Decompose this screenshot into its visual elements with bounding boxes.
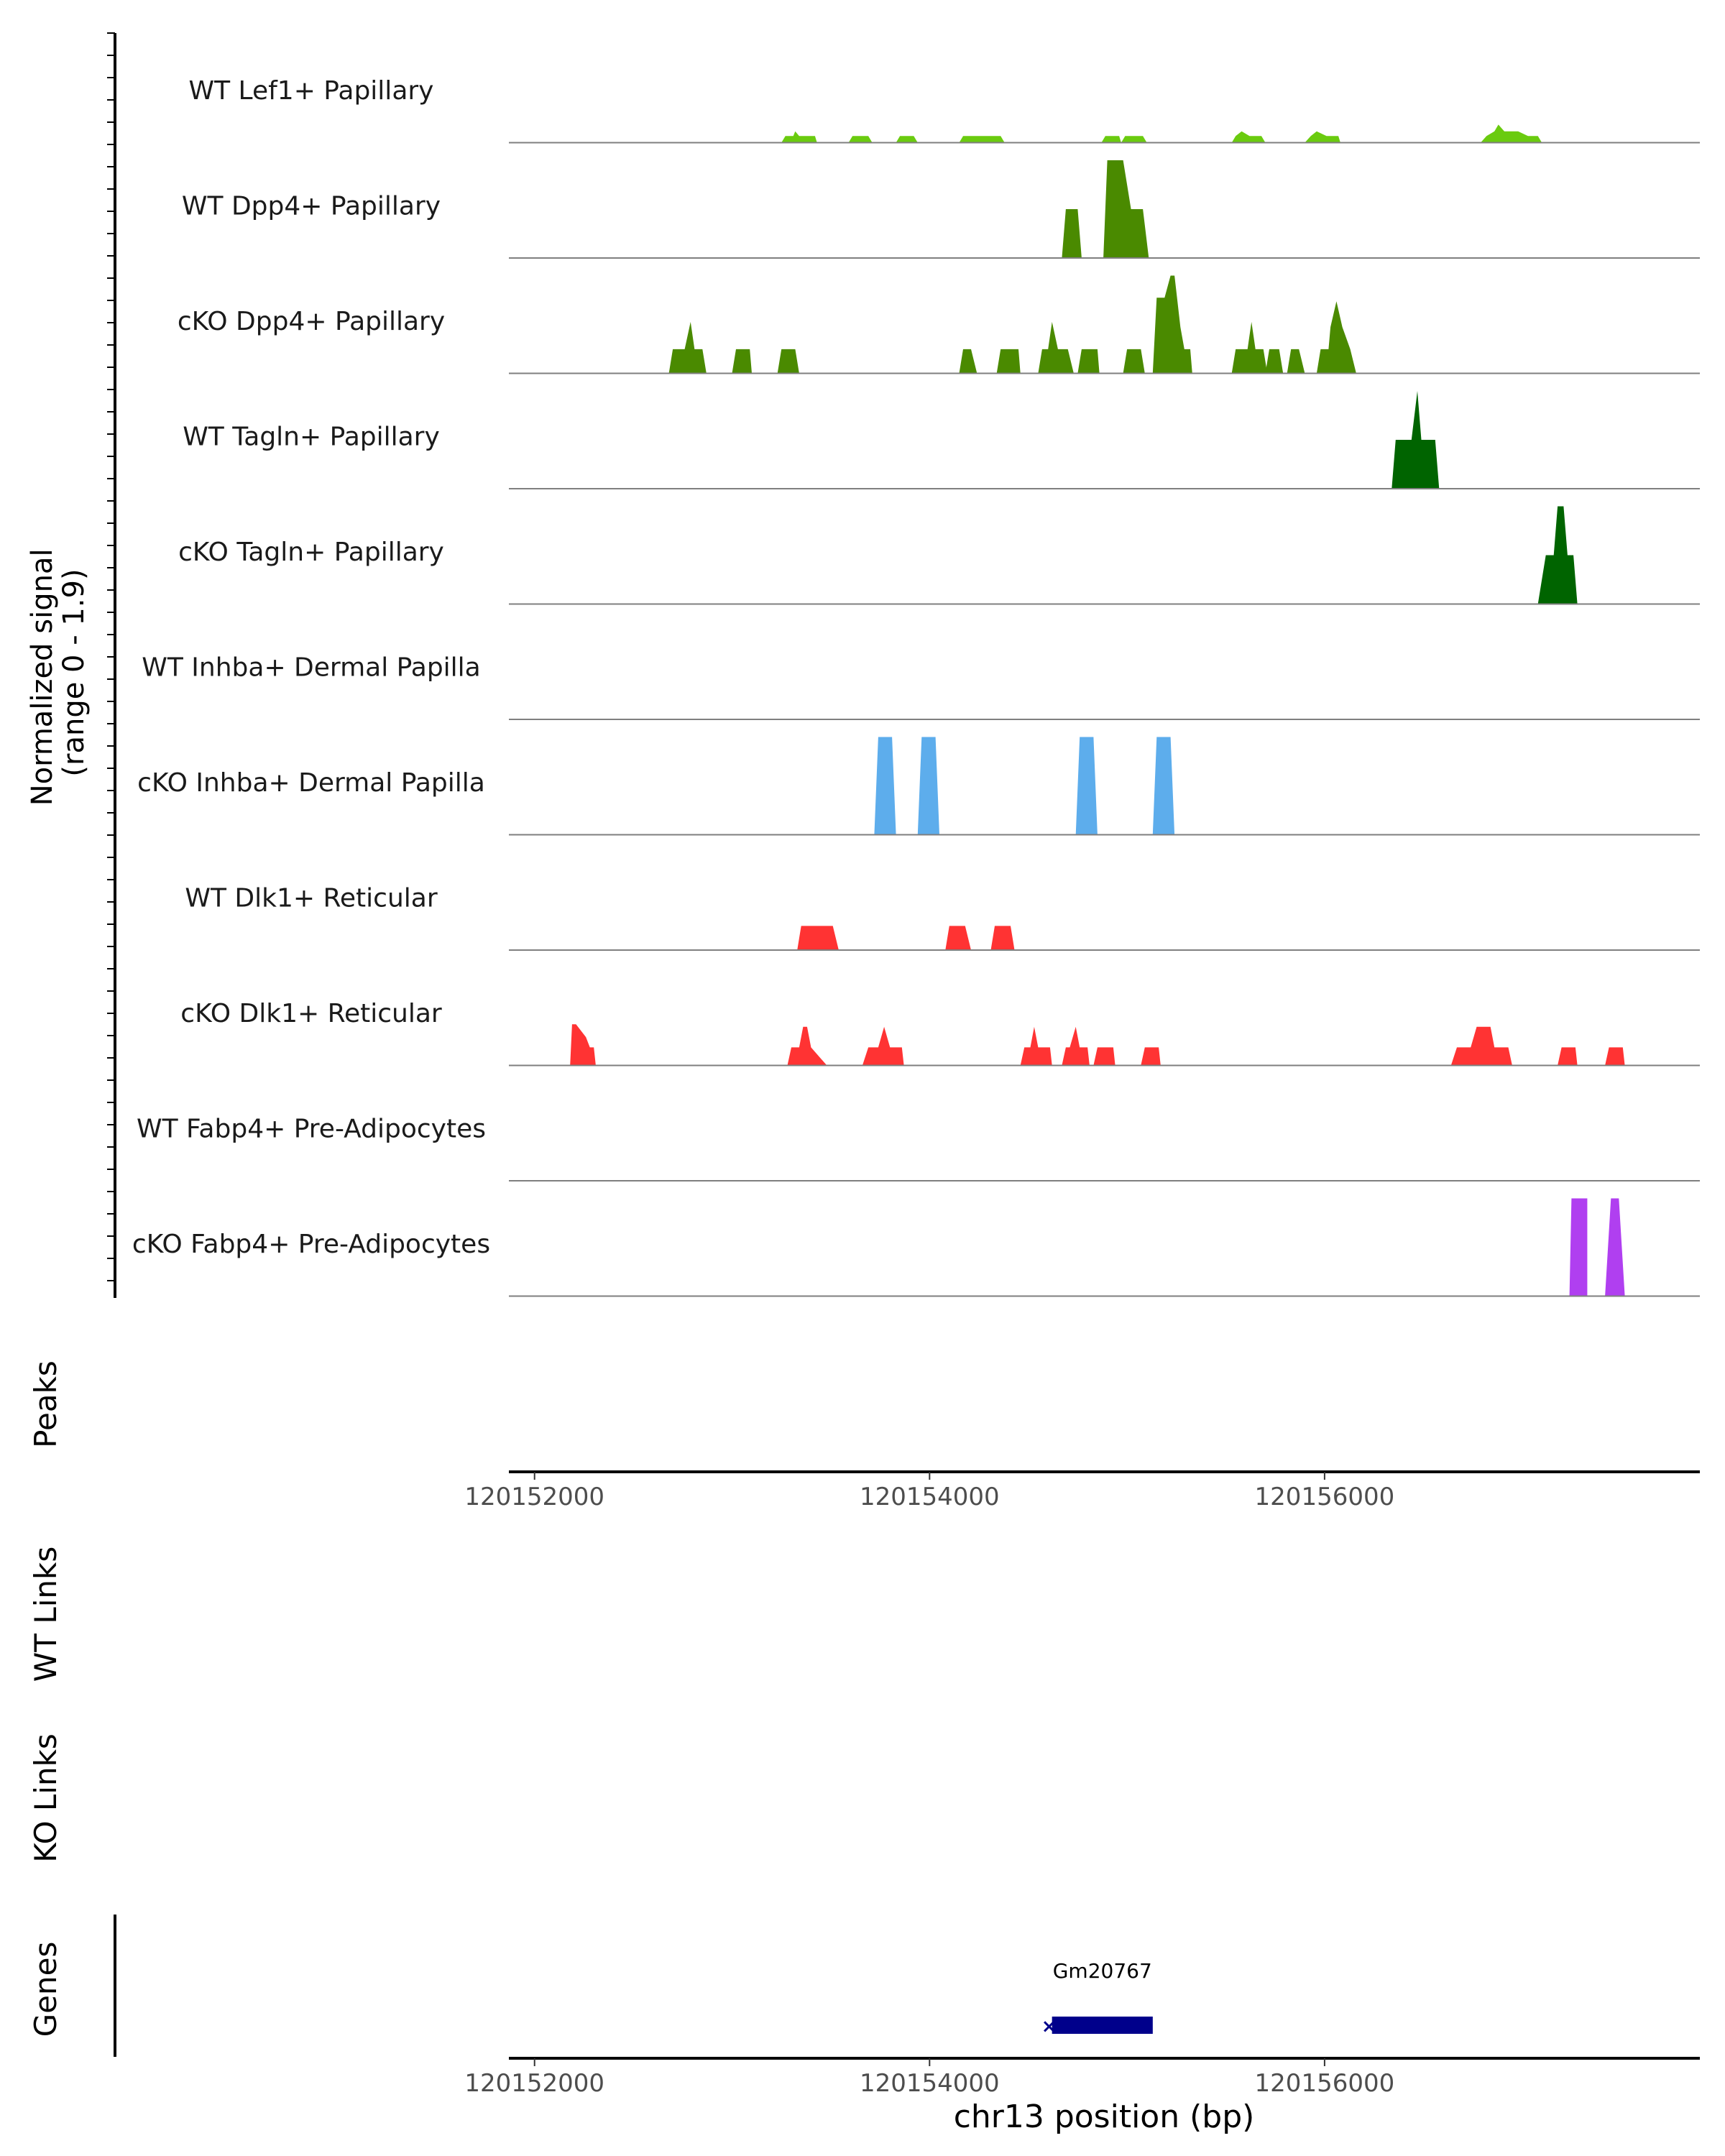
track-label: cKO Inhba+ Dermal Papilla bbox=[137, 768, 485, 798]
track-coverage bbox=[1392, 391, 1439, 489]
track-label: cKO Fabp4+ Pre-Adipocytes bbox=[132, 1230, 490, 1259]
track-coverage bbox=[669, 276, 1356, 374]
track-coverage bbox=[1538, 507, 1578, 604]
track-coverage bbox=[874, 737, 1174, 835]
genes-x-axis-ticks: 120152000 120154000 120156000 bbox=[464, 2058, 1394, 2098]
track-label: WT Lef1+ Papillary bbox=[189, 76, 434, 106]
track-label: WT Tagln+ Papillary bbox=[183, 423, 440, 452]
track-label: cKO Tagln+ Papillary bbox=[178, 538, 444, 567]
genes-panel-label: Genes bbox=[28, 1942, 63, 2037]
track-label: WT Dpp4+ Papillary bbox=[182, 192, 441, 221]
gene-label: Gm20767 bbox=[1053, 1959, 1152, 1983]
track-coverage bbox=[1062, 160, 1149, 258]
track-coverage bbox=[570, 1024, 1624, 1065]
x-axis-tick-label: 120152000 bbox=[464, 1483, 604, 1511]
track: WT Tagln+ Papillary bbox=[183, 391, 1700, 489]
track: WT Inhba+ Dermal Papilla bbox=[142, 653, 1700, 720]
x-axis-tick-label: 120154000 bbox=[860, 1483, 1000, 1511]
track-coverage bbox=[781, 124, 1542, 142]
signal-axis-label: Normalized signal (range 0 - 1.9) bbox=[26, 540, 91, 806]
track-coverage bbox=[1570, 1199, 1625, 1296]
x-axis-label: chr13 position (bp) bbox=[954, 2099, 1255, 2135]
track: WT Lef1+ Papillary bbox=[189, 76, 1700, 143]
track: WT Dpp4+ Papillary bbox=[182, 160, 1700, 258]
track: WT Fabp4+ Pre-Adipocytes bbox=[137, 1115, 1700, 1181]
x-axis-tick-label: 120156000 bbox=[1255, 1483, 1395, 1511]
track-coverage bbox=[797, 926, 1014, 950]
track: cKO Dlk1+ Reticular bbox=[180, 999, 1700, 1066]
track: cKO Inhba+ Dermal Papilla bbox=[137, 737, 1700, 835]
gene-strand-marker: × bbox=[1041, 2016, 1057, 2037]
track: WT Dlk1+ Reticular bbox=[185, 884, 1700, 951]
x-axis-tick-label: 120156000 bbox=[1255, 2069, 1395, 2098]
gene-annotations: × Gm20767 bbox=[1041, 1959, 1153, 2037]
coverage-plot: Normalized signal (range 0 - 1.9) WT Lef… bbox=[0, 0, 1725, 2156]
peaks-panel-label: Peaks bbox=[28, 1360, 63, 1448]
track: cKO Fabp4+ Pre-Adipocytes bbox=[132, 1199, 1700, 1296]
gene-body bbox=[1052, 2017, 1153, 2034]
track-label: cKO Dlk1+ Reticular bbox=[180, 999, 442, 1028]
wt-links-panel-label: WT Links bbox=[28, 1547, 63, 1682]
coverage-tracks: WT Lef1+ Papillary WT Dpp4+ Papillary cKO … bbox=[132, 76, 1700, 1296]
signal-axis-label-line2: (range 0 - 1.9) bbox=[58, 568, 91, 776]
track-label: WT Fabp4+ Pre-Adipocytes bbox=[137, 1115, 486, 1144]
track-label: WT Dlk1+ Reticular bbox=[185, 884, 437, 913]
signal-axis-label-line1: Normalized signal bbox=[26, 548, 59, 806]
track: cKO Dpp4+ Papillary bbox=[178, 276, 1700, 374]
track-label: WT Inhba+ Dermal Papilla bbox=[142, 653, 480, 683]
ko-links-panel-label: KO Links bbox=[28, 1733, 63, 1863]
track: cKO Tagln+ Papillary bbox=[178, 507, 1700, 604]
track-label: cKO Dpp4+ Papillary bbox=[178, 307, 445, 336]
x-axis-tick-label: 120154000 bbox=[860, 2069, 1000, 2098]
peaks-x-axis-ticks: 120152000 120154000 120156000 bbox=[464, 1472, 1394, 1511]
x-axis-tick-label: 120152000 bbox=[464, 2069, 604, 2098]
